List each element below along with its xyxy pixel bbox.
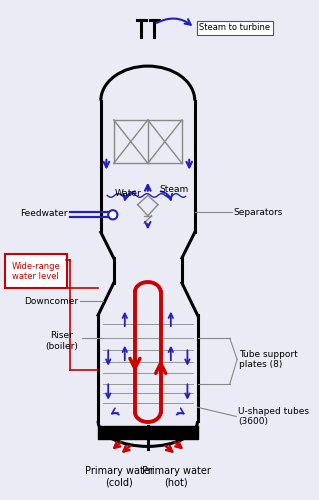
Text: Separators: Separators — [234, 208, 283, 216]
FancyBboxPatch shape — [5, 254, 67, 288]
Text: Feedwater: Feedwater — [20, 210, 68, 218]
Text: Water: Water — [115, 189, 142, 198]
Text: Steam to turbine: Steam to turbine — [199, 24, 271, 32]
Text: Downcomer: Downcomer — [24, 297, 78, 306]
Text: U-shaped tubes
(3600): U-shaped tubes (3600) — [238, 407, 309, 426]
Text: Steam: Steam — [160, 184, 189, 194]
Text: Wide-range
water level: Wide-range water level — [11, 262, 60, 281]
Text: Primary water
(hot): Primary water (hot) — [142, 466, 211, 488]
Circle shape — [108, 210, 117, 220]
Text: Primary water
(cold): Primary water (cold) — [85, 466, 154, 488]
Text: Tube support
plates (8): Tube support plates (8) — [239, 350, 298, 369]
Text: Riser
(boiler): Riser (boiler) — [45, 332, 78, 350]
